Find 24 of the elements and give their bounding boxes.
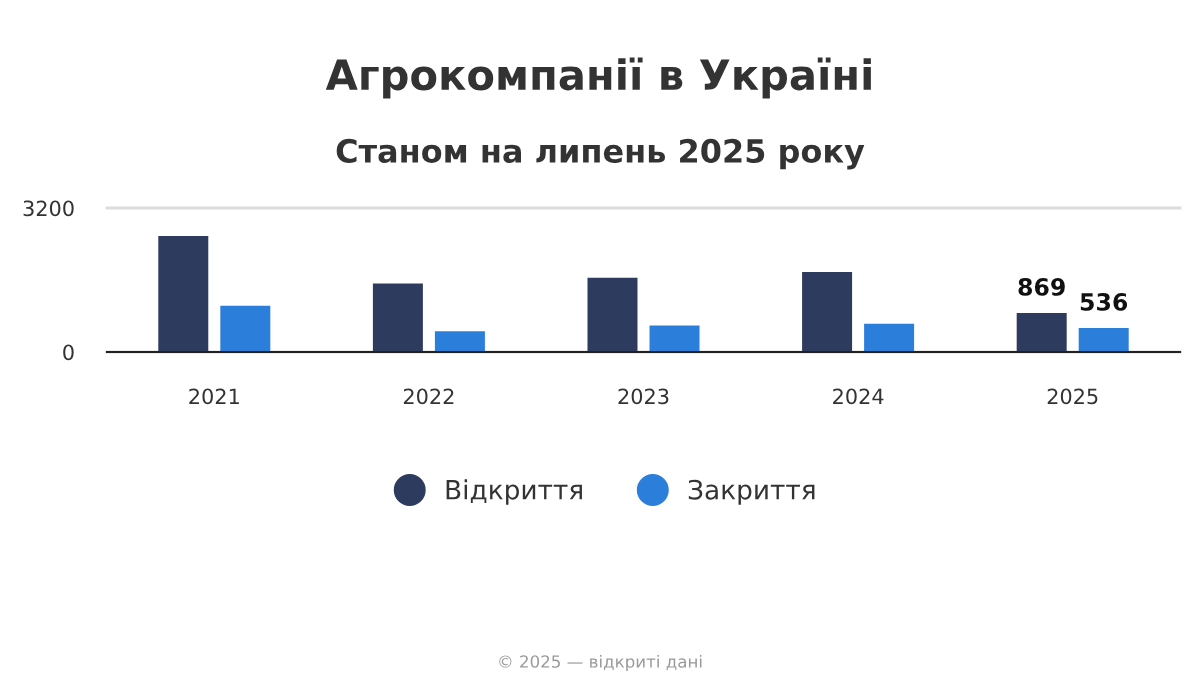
y-tick-label: 0 bbox=[63, 344, 74, 361]
y-tick-label: 3200 bbox=[23, 200, 74, 217]
x-tick-label: 2022 bbox=[403, 388, 454, 405]
x-tick-label: 2021 bbox=[189, 388, 239, 405]
data-label: 869 bbox=[1018, 277, 1065, 296]
legend-label: Відкриття bbox=[446, 479, 582, 505]
x-tick-label: 2023 bbox=[618, 388, 669, 405]
chart-subtitle: Станом на липень 2025 року bbox=[336, 138, 865, 170]
bar bbox=[864, 323, 915, 352]
bar bbox=[434, 331, 485, 352]
data-label: 536 bbox=[1080, 292, 1128, 311]
x-tick-label: 2025 bbox=[1047, 388, 1098, 405]
bar bbox=[1078, 327, 1129, 352]
bar bbox=[649, 325, 700, 352]
bar bbox=[802, 271, 853, 352]
chart-title: Агрокомпанії в Україні bbox=[325, 57, 871, 99]
bar bbox=[220, 305, 271, 352]
bar bbox=[158, 235, 209, 352]
legend-label: Закриття bbox=[688, 479, 815, 505]
bar bbox=[372, 283, 423, 352]
bar bbox=[587, 277, 638, 352]
bar bbox=[1016, 312, 1067, 352]
text: © 2025 — відкриті дані bbox=[499, 654, 702, 672]
x-tick-label: 2024 bbox=[833, 388, 884, 405]
